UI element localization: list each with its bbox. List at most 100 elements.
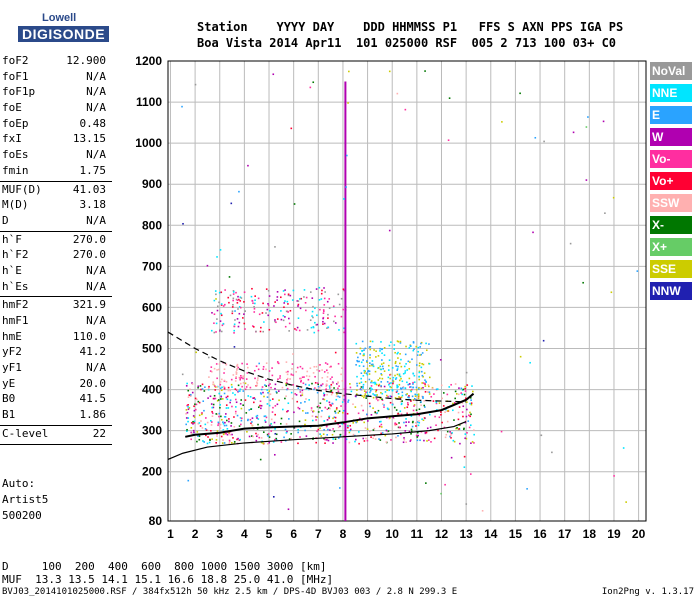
echo-point xyxy=(323,429,325,431)
y-tick-label: 400 xyxy=(142,383,162,397)
x-tick-label: 10 xyxy=(386,527,400,541)
echo-point xyxy=(213,313,216,316)
echo-point xyxy=(283,436,285,439)
param-value: 20.0 xyxy=(79,376,107,390)
echo-point xyxy=(316,416,318,418)
echo-point xyxy=(422,375,424,378)
echo-point xyxy=(394,397,397,399)
echo-point xyxy=(405,441,408,443)
echo-point xyxy=(392,380,395,383)
echo-point xyxy=(255,415,258,418)
noise-point xyxy=(389,374,391,376)
echo-point xyxy=(238,312,241,315)
echo-point xyxy=(309,319,312,321)
echo-point xyxy=(322,317,324,320)
echo-point xyxy=(421,395,423,398)
echo-point xyxy=(320,298,323,300)
echo-point xyxy=(326,327,328,329)
echo-point xyxy=(379,439,382,441)
echo-point xyxy=(337,412,340,414)
param-name: B1 xyxy=(2,408,16,422)
x-tick-label: 17 xyxy=(558,527,572,541)
echo-point xyxy=(235,373,238,375)
echo-point xyxy=(254,295,256,297)
echo-point xyxy=(311,382,313,385)
echo-point xyxy=(330,365,332,368)
param-row: fmin 1.75 xyxy=(0,164,112,180)
echo-point xyxy=(267,384,270,387)
echo-point xyxy=(288,317,290,320)
echo-point xyxy=(361,340,364,343)
noise-point xyxy=(259,458,262,461)
echo-point xyxy=(324,291,326,293)
noise-point xyxy=(216,256,218,258)
echo-point xyxy=(380,373,382,375)
echo-point xyxy=(311,315,313,317)
echo-point xyxy=(397,357,399,359)
echo-point xyxy=(382,367,385,370)
echo-point xyxy=(318,299,321,301)
param-name: foEs xyxy=(2,148,29,162)
echo-point xyxy=(322,323,324,325)
echo-point xyxy=(396,390,399,392)
echo-point xyxy=(313,388,315,391)
echo-point xyxy=(394,351,396,354)
echo-point xyxy=(227,431,230,434)
echo-point xyxy=(366,361,368,363)
x-tick-label: 18 xyxy=(583,527,597,541)
echo-point xyxy=(288,322,291,325)
echo-point xyxy=(306,412,309,414)
echo-point xyxy=(303,296,305,298)
echo-point xyxy=(428,391,431,393)
echo-point xyxy=(307,378,310,381)
echo-point xyxy=(242,404,244,407)
echo-point xyxy=(220,312,222,315)
echo-point xyxy=(377,366,380,369)
echo-point xyxy=(286,388,288,391)
echo-point xyxy=(338,396,341,398)
echo-point xyxy=(380,385,382,387)
echo-point xyxy=(233,325,236,328)
echo-point xyxy=(285,381,288,384)
echo-point xyxy=(295,371,298,373)
echo-point xyxy=(215,322,218,325)
echo-point xyxy=(362,374,365,377)
echo-point xyxy=(401,380,404,383)
echo-point xyxy=(192,415,195,417)
echo-point xyxy=(219,383,222,386)
echo-point xyxy=(311,419,314,422)
x-tick-label: 7 xyxy=(315,527,322,541)
echo-point xyxy=(216,305,219,308)
echo-point xyxy=(403,421,405,424)
echo-point xyxy=(318,370,321,372)
echo-point xyxy=(321,289,323,292)
param-value: 110.0 xyxy=(72,329,106,343)
echo-point xyxy=(419,439,421,442)
param-row: B1 1.86 xyxy=(0,408,112,424)
echo-point xyxy=(399,387,402,389)
echo-point xyxy=(256,417,258,419)
echo-point xyxy=(240,297,243,299)
echo-point xyxy=(331,402,334,405)
echo-point xyxy=(446,420,449,423)
echo-point xyxy=(401,391,404,394)
echo-point xyxy=(358,365,361,367)
noise-point xyxy=(219,249,222,251)
echo-point xyxy=(397,412,399,415)
echo-point xyxy=(411,358,413,361)
echo-point xyxy=(224,416,227,418)
echo-point xyxy=(386,389,388,391)
echo-point xyxy=(201,383,204,386)
echo-point xyxy=(380,432,382,435)
echo-point xyxy=(221,324,224,327)
echo-point xyxy=(268,295,271,297)
echo-point xyxy=(458,406,461,408)
echo-point xyxy=(217,399,220,401)
echo-point xyxy=(329,429,331,431)
echo-point xyxy=(356,385,359,387)
echo-point xyxy=(202,400,205,402)
echo-point xyxy=(198,401,201,404)
echo-point xyxy=(268,390,271,392)
echo-point xyxy=(372,365,375,368)
echo-point xyxy=(248,409,251,411)
